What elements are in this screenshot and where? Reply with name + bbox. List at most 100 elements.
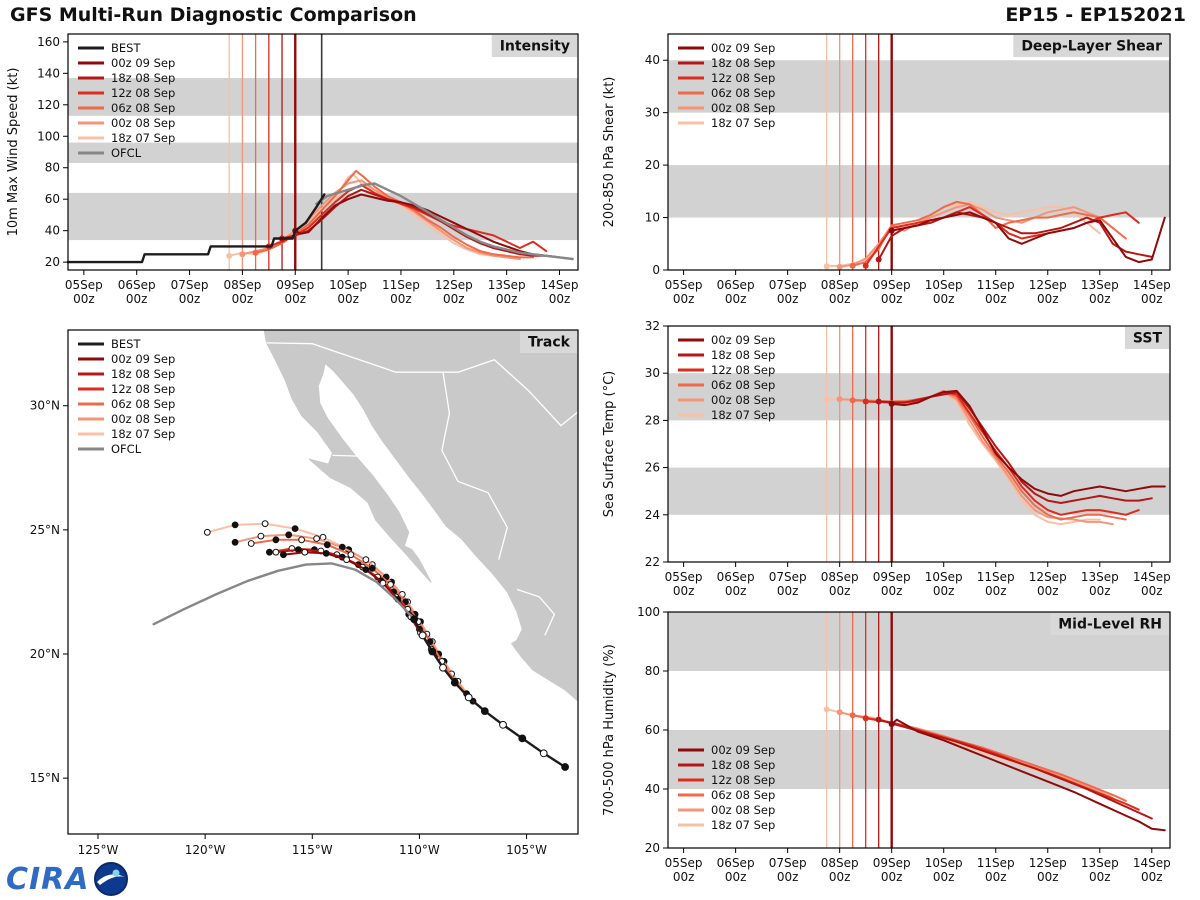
x-tick-label: 14Sep	[1133, 856, 1171, 870]
panel-title: Deep-Layer Shear	[1021, 39, 1162, 55]
series-start-marker	[875, 256, 882, 263]
x-tick-sublabel: 00z	[985, 292, 1007, 306]
y-tick-label: 100	[37, 129, 60, 143]
legend-label: 00z 08 Sep	[111, 116, 175, 130]
track-panel: 125°W 120°W 115°W 110°W 105°W 15°N 20°N 25°N 30°…	[2, 320, 594, 886]
legend-label: 12z 08 Sep	[111, 86, 175, 100]
series-00z-08-sep	[838, 203, 1114, 268]
x-tick-sublabel: 00z	[985, 584, 1007, 598]
track-map: 125°W 120°W 115°W 110°W 105°W 15°N 20°N 25°N 30°…	[30, 329, 579, 857]
track-position-marker	[272, 548, 280, 556]
x-tick-sublabel: 00z	[443, 292, 465, 306]
track-position-marker	[450, 678, 459, 687]
track-position-marker	[464, 693, 473, 702]
series-00z-09-sep	[890, 211, 1166, 264]
x-tick-sublabel: 00z	[725, 584, 747, 598]
category-band	[668, 467, 1170, 515]
x-tick-sublabel: 00z	[881, 584, 903, 598]
series-ofcl	[315, 182, 574, 261]
axes-frame	[667, 325, 1171, 563]
y-tick-label: 24	[645, 508, 660, 522]
sst-panel: 05Sep 00z 06Sep 00z 07Sep 00z 08Sep 00z 09Sep 00z…	[598, 318, 1198, 606]
x-tick-label: 12Sep	[1029, 856, 1067, 870]
x-tick-label: 13Sep	[1081, 278, 1119, 292]
y-axis-label: 700-500 hPa Humidity (%)	[602, 644, 617, 816]
political-border	[457, 480, 508, 560]
track-position-marker	[257, 532, 265, 540]
x-tick-sublabel: 00z	[881, 292, 903, 306]
legend-label: 12z 08 Sep	[711, 773, 775, 787]
y-tick-label: 40	[645, 53, 660, 67]
panel-title-bg	[1050, 613, 1169, 635]
x-tick-label: 08Sep	[223, 278, 261, 292]
x-tick-sublabel: 00z	[1141, 292, 1163, 306]
series-18z-08-sep	[877, 211, 1153, 261]
x-tick-label: 14Sep	[541, 278, 579, 292]
x-tick-label: 06Sep	[118, 278, 156, 292]
x-tick-label: 12Sep	[1029, 570, 1067, 584]
legend-label: 00z 08 Sep	[711, 803, 775, 817]
x-tick-label: 09Sep	[873, 278, 911, 292]
y-tick-label: 28	[645, 413, 660, 427]
track-position-marker	[362, 556, 370, 564]
series-best	[66, 193, 326, 264]
x-tick-label: 06Sep	[717, 278, 755, 292]
x-tick-sublabel: 00z	[337, 292, 359, 306]
track-position-marker	[343, 556, 351, 564]
lon-tick-label: 125°W	[78, 843, 119, 857]
series-start-marker	[252, 249, 259, 256]
legend-label: 00z 08 Sep	[711, 101, 775, 115]
x-tick-label: 10Sep	[925, 278, 963, 292]
y-tick-label: 60	[45, 192, 60, 206]
axes-frame	[667, 33, 1171, 271]
y-tick-label: 160	[37, 35, 60, 49]
legend-label: 12z 08 Sep	[711, 363, 775, 377]
series-start-marker	[836, 396, 843, 403]
track-position-marker	[291, 525, 299, 533]
track-position-marker	[272, 536, 280, 544]
y-tick-label: 22	[645, 555, 660, 569]
cira-logo-text: CIRA	[6, 861, 90, 897]
x-tick-label: 12Sep	[435, 278, 473, 292]
lat-tick-label: 15°N	[30, 771, 60, 785]
legend-label: 18z 08 Sep	[711, 758, 775, 772]
legend-label: 18z 07 Sep	[711, 818, 775, 832]
x-tick-label: 06Sep	[717, 856, 755, 870]
track-position-marker	[323, 541, 331, 549]
legend-label: 18z 08 Sep	[711, 56, 775, 70]
series-start-marker	[823, 263, 830, 270]
legend-label: 06z 08 Sep	[711, 788, 775, 802]
series-start-marker	[836, 263, 843, 270]
y-tick-label: 30	[645, 106, 660, 120]
x-tick-label: 11Sep	[977, 570, 1015, 584]
x-tick-label: 07Sep	[769, 856, 807, 870]
shear-chart: 05Sep00z06Sep00z07Sep00z08Sep00z09Sep00z…	[602, 33, 1171, 306]
series-start-marker	[862, 398, 869, 405]
x-tick-label: 07Sep	[171, 278, 209, 292]
x-tick-sublabel: 00z	[1037, 292, 1059, 306]
legend-label: 18z 08 Sep	[111, 367, 175, 381]
x-tick-sublabel: 00z	[829, 584, 851, 598]
series-18z-08-sep	[877, 718, 1153, 820]
y-tick-label: 140	[37, 66, 60, 80]
political-border	[516, 588, 556, 636]
series-start-marker	[836, 709, 843, 716]
x-tick-sublabel: 00z	[284, 292, 306, 306]
series-start-marker	[888, 227, 895, 234]
y-tick-label: 40	[645, 782, 660, 796]
storm-id: EP15 - EP152021	[1005, 4, 1186, 26]
series-06z-08-sep	[851, 200, 1127, 267]
series-00z-09-sep	[890, 389, 1166, 497]
x-tick-sublabel: 00z	[933, 870, 955, 884]
track-position-marker	[285, 531, 293, 539]
legend-label: 00z 08 Sep	[111, 412, 175, 426]
political-border	[332, 454, 360, 457]
series-start-marker	[888, 721, 895, 728]
series-start-marker	[862, 262, 869, 269]
lon-tick-label: 105°W	[506, 843, 547, 857]
x-tick-sublabel: 00z	[73, 292, 95, 306]
cira-logo: CIRA	[6, 860, 130, 898]
x-tick-sublabel: 00z	[1141, 584, 1163, 598]
y-tick-label: 100	[637, 605, 660, 619]
